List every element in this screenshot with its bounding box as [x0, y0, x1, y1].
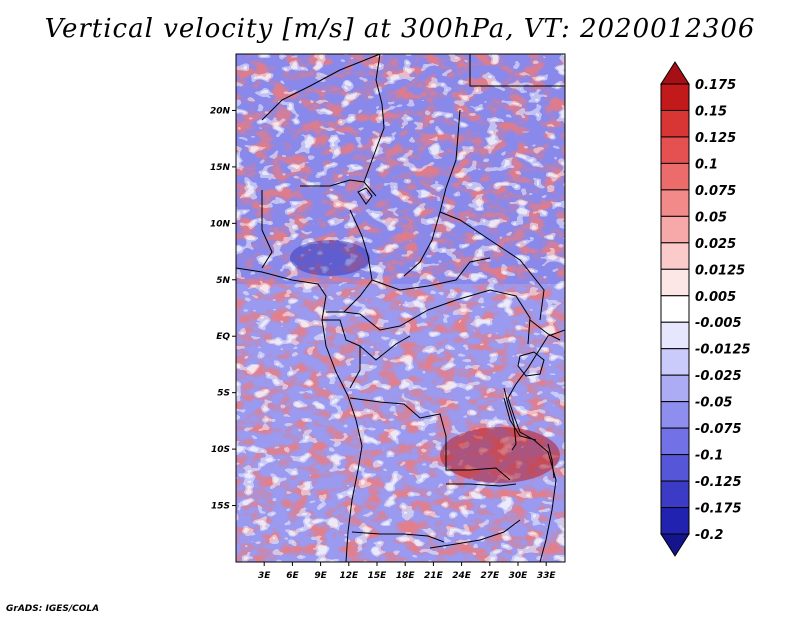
colorbar-bin [660, 189, 690, 217]
colorbar-label: -0.005 [695, 316, 742, 331]
border-car [371, 257, 491, 291]
colorbar-bin [660, 109, 690, 138]
grads-credit: GrADS: IGES/COLA [6, 604, 100, 614]
lon-tick-label: 18E [396, 571, 416, 581]
colorbar-label: -0.175 [695, 502, 742, 517]
colorbar-min-arrow [660, 533, 690, 557]
colorbar-max-arrow [660, 61, 690, 85]
field-white-cells [236, 54, 565, 562]
country-borders [236, 54, 565, 562]
map-frame [235, 53, 566, 563]
border-kenya [529, 319, 561, 341]
lat-tick-label: 10S [211, 445, 230, 455]
colorbar-label: 0.05 [695, 210, 727, 225]
colorbar-label: -0.05 [695, 396, 732, 411]
colorbar-label: 0.15 [695, 104, 727, 119]
border-drc-north [343, 289, 531, 345]
border-angola-south [351, 531, 445, 543]
lon-tick-label: 27E [480, 571, 500, 581]
lon-tick-label: 15E [368, 571, 388, 581]
colorbar-bin [660, 83, 690, 111]
lat-tick-label: 5S [217, 389, 230, 399]
lake-malawi [547, 443, 555, 479]
lon-tick-label: 21E [424, 571, 444, 581]
lon-tick-label: 3E [258, 571, 271, 581]
lake-victoria [517, 351, 545, 377]
border-tanzania [503, 397, 537, 441]
colorbar-label: 0.125 [695, 131, 736, 146]
border-egypt-sudan [469, 54, 565, 87]
colorbar-label: -0.075 [695, 422, 742, 437]
colorbar-label: -0.125 [695, 475, 742, 490]
border-drc-zambia [446, 483, 517, 487]
colorbar-bin [660, 136, 690, 164]
colorbar-label: -0.2 [695, 528, 723, 543]
lat-tick-label: 20N [210, 106, 231, 116]
colorbar-bin [660, 215, 690, 244]
colorbar-label: -0.1 [695, 449, 723, 464]
map-title: Vertical velocity [m/s] at 300hPa, VT: 2… [44, 14, 756, 44]
border-south-sudan [439, 211, 545, 321]
lat-tick-label: 5N [216, 276, 230, 286]
colorbar-bin [660, 268, 690, 297]
colorbar-bin [660, 321, 690, 350]
border-zambia-south [429, 519, 521, 549]
colorbar-bin [660, 507, 690, 535]
colorbar-bin [660, 374, 690, 403]
colorbar-label: 0.025 [695, 237, 736, 252]
colorbar-label: 0.1 [695, 157, 718, 172]
coastline-west [236, 267, 363, 562]
lake-tanganyika [503, 387, 517, 451]
colorbar-bin [660, 242, 690, 270]
colorbar-label: 0.175 [695, 78, 736, 93]
lon-tick-label: 9E [314, 571, 327, 581]
colorbar-label: 0.075 [695, 184, 736, 199]
colorbar-bin [660, 162, 690, 191]
colorbar-label: 0.0125 [695, 263, 745, 278]
velocity-field [236, 54, 565, 562]
border-algeria-niger [261, 54, 381, 121]
colorbar-label: 0.005 [695, 290, 736, 305]
border-drc-angola [349, 397, 511, 481]
lat-tick-label: EQ [216, 332, 230, 342]
border-niger-chad [300, 179, 365, 187]
lat-tick-label: 10N [210, 219, 231, 229]
colorbar-bin [660, 348, 690, 376]
colorbar-bin [660, 480, 690, 509]
colorbar-label: -0.025 [695, 369, 742, 384]
coastline-east [507, 329, 565, 562]
lat-tick-label: 15N [210, 163, 231, 173]
border-nigeria [261, 190, 273, 269]
lat-tick-label: 15S [211, 502, 230, 512]
border-congo-drc [359, 335, 411, 361]
colorbar: 0.175 0.15 0.125 0.1 0.075 0.05 0.025 0.0125 0.0… [660, 61, 751, 557]
colorbar-label: -0.0125 [695, 343, 751, 358]
colorbar-bin [660, 295, 690, 323]
longitude-axis: 3E 6E 9E 12E 15E 18E 21E 24E 27E 30E 33E [258, 562, 556, 581]
colorbar-bin [660, 427, 690, 456]
lon-tick-label: 6E [286, 571, 299, 581]
colorbar-bin [660, 454, 690, 482]
lon-tick-label: 12E [339, 571, 359, 581]
lon-tick-label: 30E [509, 571, 529, 581]
latitude-axis: 20N 15N 10N 5N EQ 5S 10S 15S [210, 106, 236, 512]
colorbar-bin [660, 401, 690, 429]
strong-downdraft-zone [290, 240, 370, 276]
lon-tick-label: 24E [452, 571, 472, 581]
lon-tick-label: 33E [537, 571, 557, 581]
strong-updraft-zone [440, 427, 560, 483]
lake-chad [357, 187, 373, 205]
border-gabon-congo [322, 319, 361, 389]
